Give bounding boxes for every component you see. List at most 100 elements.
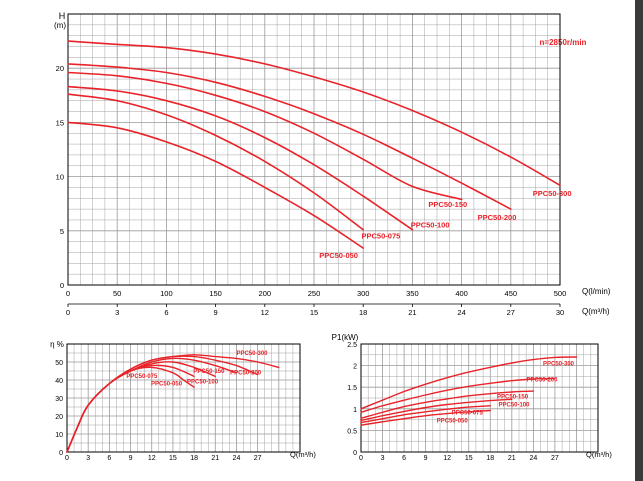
label-power-ppc50-300: PPC50-300 — [543, 362, 575, 368]
eff-x-tick-label: 15 — [169, 455, 177, 462]
eff-x-tick-label: 27 — [254, 455, 262, 462]
eff-y-tick-label: 20 — [55, 414, 63, 421]
curve-power-ppc50-200 — [360, 377, 556, 413]
label-power-ppc50-100: PPC50-100 — [498, 403, 530, 409]
power-x-tick-label: 18 — [486, 455, 494, 462]
label-eff-ppc50-300: PPC50-300 — [236, 351, 268, 357]
eff-y-tick-label: 0 — [59, 450, 63, 457]
eff-y-tick-label: 10 — [55, 432, 63, 439]
head-x2-tick-label: 12 — [261, 308, 269, 317]
head-y-tick-label: 5 — [60, 227, 64, 236]
power-y-tick-label: 2.5 — [347, 342, 357, 349]
label-power-ppc50-075: PPC50-075 — [452, 410, 484, 416]
label-power-ppc50-150: PPC50-150 — [497, 394, 529, 400]
curve-head-ppc50-200 — [67, 63, 512, 210]
power-y-tick-label: 1 — [353, 407, 357, 414]
label-power-ppc50-050: PPC50-050 — [437, 419, 469, 425]
head-x2-tick-label: 6 — [164, 308, 168, 317]
curve-power-ppc50-075 — [360, 405, 491, 424]
head-x-tick-label: 50 — [113, 289, 121, 298]
label-eff-ppc50-150: PPC50-150 — [193, 369, 225, 375]
head-ylabel: H — [59, 11, 66, 21]
label-eff-ppc50-050: PPC50-050 — [151, 381, 183, 387]
eff-x-tick-label: 24 — [233, 455, 241, 462]
head-y-tick-label: 0 — [60, 281, 64, 290]
head-x-tick-label: 100 — [160, 289, 173, 298]
head-x-tick-label: 150 — [209, 289, 222, 298]
head-x2-tick-label: 15 — [310, 308, 318, 317]
eff-grid — [66, 343, 301, 453]
power-x-tick-label: 24 — [529, 455, 537, 462]
curve-head-ppc50-300 — [67, 40, 561, 187]
eff-x-tick-label: 6 — [107, 455, 111, 462]
label-head-ppc50-150: PPC50-150 — [428, 200, 467, 209]
label-head-ppc50-100: PPC50-100 — [411, 221, 450, 230]
eff-y-tick-label: 40 — [55, 378, 63, 385]
power-plot-frame — [360, 343, 599, 453]
curve-head-ppc50-100 — [67, 85, 414, 231]
curve-power-ppc50-100 — [360, 398, 513, 422]
head-x2-tick-label: 0 — [66, 308, 70, 317]
label-head-ppc50-050: PPC50-050 — [319, 251, 358, 260]
head-x2-tick-label: 27 — [507, 308, 515, 317]
efficiency-chart: η % Q(m³/h) 0 3 6 9 12 15 18 21 24 27 0 10 20 30 40 50 P… — [50, 340, 316, 462]
label-eff-ppc50-100: PPC50-100 — [187, 380, 219, 386]
power-grid — [360, 343, 599, 453]
label-eff-ppc50-200: PPC50-200 — [230, 371, 262, 377]
power-x-tick-label: 3 — [381, 455, 385, 462]
eff-x-tick-label: 18 — [190, 455, 198, 462]
head-x-tick-label: 300 — [357, 289, 370, 298]
head-x-tick-label: 250 — [308, 289, 321, 298]
power-x-tick-label: 6 — [402, 455, 406, 462]
head-x2-tick-label: 9 — [214, 308, 218, 317]
head-xlabel: Q(l/min) — [582, 287, 611, 296]
curve-power-ppc50-300 — [360, 356, 578, 410]
right-edge-bar — [635, 0, 643, 481]
eff-x-tick-label: 12 — [148, 455, 156, 462]
curve-power-ppc50-150 — [360, 390, 535, 419]
label-head-ppc50-300: PPC50-300 — [533, 189, 572, 198]
power-y-tick-label: 1.5 — [347, 385, 357, 392]
label-power-ppc50-200: PPC50-200 — [526, 378, 558, 384]
head-x2-tick-label: 18 — [359, 308, 367, 317]
head-x2-tick-label: 30 — [556, 308, 564, 317]
eff-x-tick-label: 0 — [65, 455, 69, 462]
eff-x-tick-label: 3 — [86, 455, 90, 462]
head-x-tick-label: 500 — [554, 289, 567, 298]
power-y-tick-label: 0 — [353, 450, 357, 457]
head-grid — [67, 13, 561, 286]
power-x-tick-label: 21 — [508, 455, 516, 462]
eff-ylabel: η % — [50, 340, 64, 349]
label-head-ppc50-200: PPC50-200 — [478, 213, 517, 222]
curve-head-ppc50-050 — [67, 121, 364, 249]
head-chart: H (m) n=2850r/min Q(l/min) Q(m³/h) 0 50 10… — [54, 11, 611, 317]
head-x2label: Q(m³/h) — [582, 307, 610, 316]
eff-y-tick-label: 30 — [55, 396, 63, 403]
power-x-tick-label: 9 — [424, 455, 428, 462]
curve-eff-ppc50-300 — [66, 354, 280, 453]
curve-head-ppc50-150 — [67, 71, 463, 201]
label-eff-ppc50-075: PPC50-075 — [126, 374, 158, 380]
head-x-tick-label: 450 — [505, 289, 518, 298]
eff-xlabel: Q(m³/h) — [290, 450, 316, 459]
power-x-tick-label: 27 — [551, 455, 559, 462]
power-ylabel: P1(kW) — [332, 333, 359, 342]
head-x-tick-label: 200 — [259, 289, 272, 298]
power-chart: P1(kW) Q(m³/h) 0 3 6 9 12 15 18 21 24 27 0 0.5 1 1.5 2… — [332, 333, 613, 462]
power-xlabel: Q(m³/h) — [586, 450, 612, 459]
eff-plot-frame — [66, 343, 301, 453]
power-x-tick-label: 12 — [443, 455, 451, 462]
head-x-tick-label: 350 — [406, 289, 419, 298]
head-y-tick-label: 15 — [56, 118, 64, 127]
curve-head-ppc50-075 — [67, 93, 364, 231]
head-x2-tick-label: 3 — [115, 308, 119, 317]
eff-x-tick-label: 21 — [211, 455, 219, 462]
curve-power-ppc50-050 — [360, 409, 491, 426]
power-x-tick-label: 0 — [359, 455, 363, 462]
power-y-tick-label: 2 — [353, 364, 357, 371]
head-x2-tick-label: 24 — [457, 308, 465, 317]
eff-y-tick-label: 50 — [55, 360, 63, 367]
head-x2-tick-label: 21 — [408, 308, 416, 317]
power-y-tick-label: 0.5 — [347, 428, 357, 435]
